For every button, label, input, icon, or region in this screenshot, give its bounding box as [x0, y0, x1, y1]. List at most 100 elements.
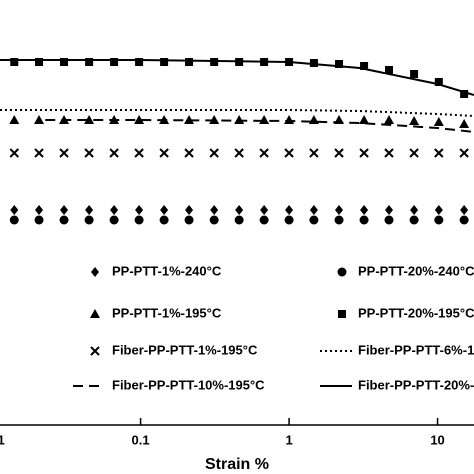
square-marker	[360, 62, 369, 70]
x-marker	[159, 148, 169, 158]
legend-label: PP-PTT-1%-240°C	[112, 263, 222, 278]
x-marker	[134, 148, 144, 158]
legend-label: Fiber-PP-PTT-10%-195°C	[112, 377, 265, 392]
square-marker	[410, 70, 419, 78]
line	[45, 119, 474, 133]
circle-marker	[184, 215, 194, 225]
triangle-marker	[433, 117, 444, 126]
legend-label: Fiber-PP-PTT-1%-195°C	[112, 342, 258, 357]
x-marker	[334, 148, 344, 158]
x-marker	[9, 148, 19, 158]
circle-marker	[337, 267, 347, 277]
circle-marker	[134, 215, 144, 225]
diamond-marker	[60, 205, 69, 215]
square-marker	[384, 66, 393, 74]
legend-label: PP-PTT-1%-195°C	[112, 305, 222, 320]
triangle-marker	[359, 115, 370, 124]
circle-marker	[334, 215, 344, 225]
triangle-marker	[9, 115, 20, 124]
circle-marker	[434, 215, 444, 225]
diamond-marker	[235, 205, 244, 215]
square-marker	[60, 58, 69, 66]
circle-marker	[159, 215, 169, 225]
x-marker	[459, 148, 469, 158]
square-marker	[460, 90, 469, 98]
legend-label: Fiber-PP-PTT-20%-195°C	[358, 377, 474, 392]
x-marker	[259, 148, 269, 158]
triangle-marker	[184, 115, 195, 124]
square-marker	[35, 58, 44, 66]
triangle-marker	[259, 115, 270, 124]
square-marker	[85, 58, 94, 66]
legend-label: PP-PTT-20%-240°C	[358, 263, 474, 278]
square-marker	[434, 78, 443, 86]
x-marker	[90, 346, 100, 356]
circle-marker	[59, 215, 69, 225]
triangle-marker	[90, 309, 100, 318]
square-marker	[135, 58, 144, 66]
line	[0, 59, 474, 96]
triangle-marker	[34, 115, 45, 124]
x-marker	[284, 148, 294, 158]
x-marker	[209, 148, 219, 158]
x-tick-label: 0.01	[0, 432, 5, 447]
diamond-marker	[360, 205, 369, 215]
diamond-marker	[110, 205, 119, 215]
triangle-marker	[383, 115, 394, 124]
circle-marker	[459, 215, 469, 225]
circle-marker	[359, 215, 369, 225]
triangle-marker	[308, 115, 319, 124]
diamond-marker	[135, 205, 144, 215]
square-marker	[185, 58, 194, 66]
x-marker	[234, 148, 244, 158]
x-tick-label: 10	[430, 432, 444, 447]
triangle-marker	[84, 115, 95, 124]
square-marker	[309, 59, 318, 67]
circle-marker	[409, 215, 419, 225]
x-marker	[384, 148, 394, 158]
square-marker	[338, 310, 346, 318]
diamond-marker	[260, 205, 269, 215]
x-marker	[184, 148, 194, 158]
x-tick-label: 1	[285, 432, 292, 447]
x-tick-label: 0.1	[132, 432, 150, 447]
diamond-marker	[185, 205, 194, 215]
diamond-marker	[410, 205, 419, 215]
diamond-marker	[85, 205, 94, 215]
circle-marker	[209, 215, 219, 225]
circle-marker	[259, 215, 269, 225]
x-marker	[109, 148, 119, 158]
square-marker	[10, 58, 19, 66]
triangle-marker	[234, 115, 245, 124]
diamond-marker	[309, 205, 318, 215]
diamond-marker	[35, 205, 44, 215]
square-marker	[110, 58, 119, 66]
x-marker	[409, 148, 419, 158]
diamond-marker	[160, 205, 169, 215]
square-marker	[335, 60, 344, 68]
diamond-marker	[335, 205, 344, 215]
triangle-marker	[459, 119, 470, 128]
diamond-marker	[210, 205, 219, 215]
circle-marker	[384, 215, 394, 225]
x-marker	[434, 148, 444, 158]
circle-marker	[284, 215, 294, 225]
diamond-marker	[460, 205, 469, 215]
square-marker	[210, 58, 219, 66]
x-marker	[59, 148, 69, 158]
diamond-marker	[285, 205, 294, 215]
diamond-marker	[384, 205, 393, 215]
line	[0, 109, 474, 117]
triangle-marker	[284, 115, 295, 124]
diamond-marker	[10, 205, 19, 215]
x-marker	[359, 148, 369, 158]
circle-marker	[309, 215, 319, 225]
diamond-marker	[434, 205, 443, 215]
x-marker	[84, 148, 94, 158]
square-marker	[160, 58, 169, 66]
diamond-marker	[91, 267, 99, 277]
x-axis-title: Strain %	[205, 456, 269, 473]
triangle-marker	[409, 116, 420, 125]
triangle-marker	[134, 115, 145, 124]
